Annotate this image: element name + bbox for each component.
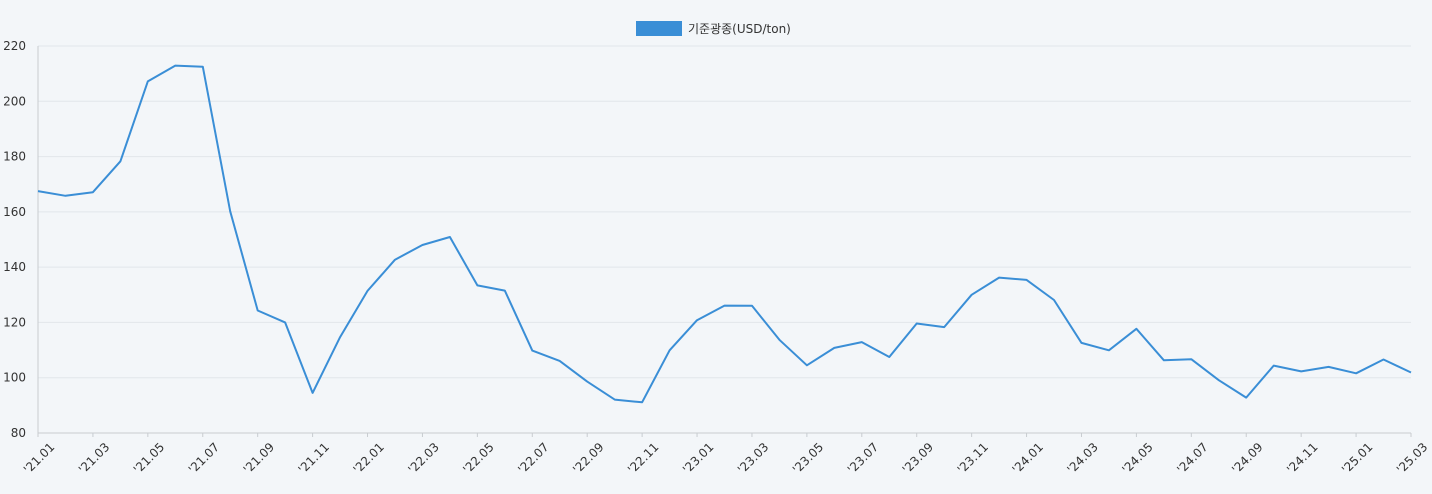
- y-tick-label: 160: [3, 205, 26, 219]
- data-point[interactable]: [611, 396, 619, 404]
- y-tick-label: 220: [3, 39, 26, 53]
- y-tick-label: 200: [3, 94, 26, 108]
- x-tick-label: '24.05: [1119, 440, 1156, 477]
- legend-label: 기준광종(USD/ton): [688, 22, 791, 36]
- x-tick-label: '22.07: [515, 440, 552, 477]
- data-point[interactable]: [391, 256, 399, 264]
- series-line: [37, 64, 1412, 404]
- x-tick-label: '21.03: [76, 440, 113, 477]
- x-tick-label: '21.11: [296, 440, 333, 477]
- x-tick-label: '24.01: [1009, 440, 1046, 477]
- x-tick-label: '23.01: [680, 440, 717, 477]
- data-point[interactable]: [309, 389, 317, 397]
- x-tick-label: '23.03: [735, 440, 772, 477]
- data-point[interactable]: [1380, 355, 1388, 363]
- data-point[interactable]: [1050, 296, 1058, 304]
- data-point[interactable]: [995, 274, 1003, 282]
- data-point[interactable]: [968, 291, 976, 299]
- data-point[interactable]: [364, 287, 372, 295]
- data-point[interactable]: [254, 307, 262, 315]
- y-tick-label: 100: [3, 371, 26, 385]
- x-tick-label: '24.03: [1064, 440, 1101, 477]
- data-point[interactable]: [1270, 362, 1278, 370]
- data-point[interactable]: [226, 207, 234, 215]
- x-tick-label: '22.05: [460, 440, 497, 477]
- data-point[interactable]: [1105, 346, 1113, 354]
- data-point[interactable]: [144, 77, 152, 85]
- y-tick-label: 180: [3, 150, 26, 164]
- data-point[interactable]: [1215, 376, 1223, 384]
- x-axis-tick-labels: '21.01 '21.03 '21.05 '21.07 '21.09 '21.11 '22.…: [21, 440, 1431, 477]
- x-tick-label: '24.07: [1174, 440, 1211, 477]
- data-point[interactable]: [1160, 356, 1168, 364]
- data-point[interactable]: [885, 353, 893, 361]
- data-point[interactable]: [803, 361, 811, 369]
- x-tick-label: '23.05: [790, 440, 827, 477]
- x-tick-label: '25.03: [1394, 440, 1431, 477]
- data-point[interactable]: [89, 188, 97, 196]
- data-point[interactable]: [336, 333, 344, 341]
- data-point[interactable]: [721, 302, 729, 310]
- data-point[interactable]: [1242, 394, 1250, 402]
- data-point[interactable]: [501, 287, 509, 295]
- data-point[interactable]: [418, 241, 426, 249]
- data-point[interactable]: [281, 318, 289, 326]
- data-point[interactable]: [666, 346, 674, 354]
- data-point[interactable]: [1407, 368, 1415, 376]
- data-point[interactable]: [638, 398, 646, 406]
- data-point[interactable]: [693, 316, 701, 324]
- data-point[interactable]: [858, 338, 866, 346]
- y-tick-label: 140: [3, 260, 26, 274]
- x-tick-label: '21.07: [186, 440, 223, 477]
- legend-color-box: [636, 21, 682, 36]
- x-tick-label: '22.01: [350, 440, 387, 477]
- y-tick-label: 80: [11, 426, 26, 440]
- data-point[interactable]: [1297, 367, 1305, 375]
- gridlines: [38, 45, 1411, 434]
- x-tick-label: '23.09: [900, 440, 937, 477]
- x-tick-label: '21.01: [21, 440, 58, 477]
- x-tick-label: '21.05: [131, 440, 168, 477]
- data-point[interactable]: [528, 347, 536, 355]
- x-tick-label: '25.01: [1339, 440, 1376, 477]
- data-point[interactable]: [1132, 325, 1140, 333]
- series-group: [34, 62, 1415, 406]
- data-point[interactable]: [1352, 369, 1360, 377]
- data-point[interactable]: [34, 187, 42, 195]
- data-point[interactable]: [775, 336, 783, 344]
- data-point[interactable]: [830, 344, 838, 352]
- x-tick-label: '23.07: [845, 440, 882, 477]
- data-point[interactable]: [913, 320, 921, 328]
- legend[interactable]: 기준광종(USD/ton): [636, 21, 791, 36]
- data-point[interactable]: [748, 302, 756, 310]
- data-point[interactable]: [940, 323, 948, 331]
- y-axis-tick-labels: 80 100 120 140 160 180 200 220: [3, 39, 26, 440]
- data-point[interactable]: [1023, 276, 1031, 284]
- data-point[interactable]: [556, 357, 564, 365]
- data-point[interactable]: [199, 63, 207, 71]
- x-tick-label: '22.11: [625, 440, 662, 477]
- data-point[interactable]: [116, 157, 124, 165]
- data-point[interactable]: [1187, 355, 1195, 363]
- x-tick-label: '22.09: [570, 440, 607, 477]
- x-tick-label: '22.03: [405, 440, 442, 477]
- x-tick-label: '24.11: [1284, 440, 1321, 477]
- x-tick-label: '21.09: [241, 440, 278, 477]
- x-tick-label: '24.09: [1229, 440, 1266, 477]
- data-point[interactable]: [171, 62, 179, 70]
- axes: [37, 46, 1412, 437]
- x-tick-label: '23.11: [955, 440, 992, 477]
- data-point[interactable]: [1325, 363, 1333, 371]
- data-point[interactable]: [583, 378, 591, 386]
- data-point[interactable]: [473, 281, 481, 289]
- y-tick-label: 120: [3, 315, 26, 329]
- data-point[interactable]: [446, 233, 454, 241]
- data-point[interactable]: [61, 192, 69, 200]
- data-point[interactable]: [1077, 339, 1085, 347]
